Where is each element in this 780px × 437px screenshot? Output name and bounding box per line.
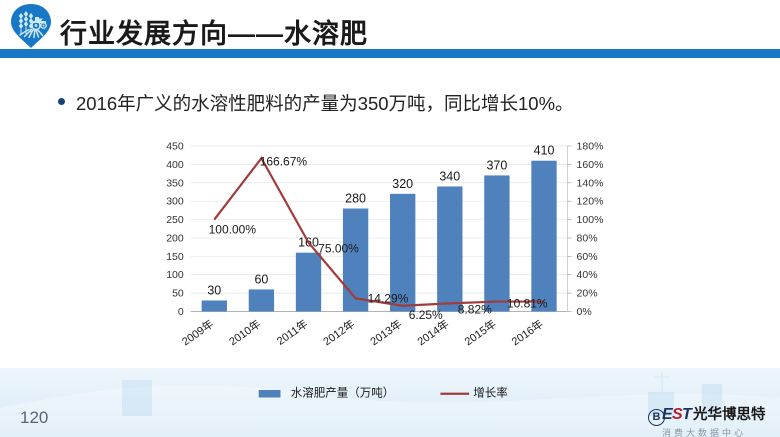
svg-text:2012年: 2012年 xyxy=(320,316,357,348)
svg-text:10.81%: 10.81% xyxy=(507,297,548,311)
svg-text:340: 340 xyxy=(439,169,460,183)
svg-text:2009年: 2009年 xyxy=(179,316,216,348)
svg-text:75.00%: 75.00% xyxy=(318,242,359,256)
svg-text:14.29%: 14.29% xyxy=(368,291,409,305)
svg-text:140%: 140% xyxy=(577,177,604,189)
svg-text:2016年: 2016年 xyxy=(509,316,546,348)
svg-text:80%: 80% xyxy=(577,232,598,244)
svg-text:410: 410 xyxy=(534,144,555,158)
svg-text:280: 280 xyxy=(345,192,366,206)
svg-text:2015年: 2015年 xyxy=(462,316,499,348)
svg-text:增长率: 增长率 xyxy=(473,386,508,400)
svg-text:200: 200 xyxy=(166,232,184,244)
svg-text:8.82%: 8.82% xyxy=(458,302,492,316)
svg-text:160%: 160% xyxy=(577,159,604,171)
svg-text:0: 0 xyxy=(178,306,184,318)
svg-text:60%: 60% xyxy=(577,251,598,263)
svg-text:180%: 180% xyxy=(577,141,604,153)
svg-text:30: 30 xyxy=(207,283,221,297)
svg-text:100: 100 xyxy=(166,269,184,281)
svg-text:350: 350 xyxy=(166,177,184,189)
svg-text:450: 450 xyxy=(166,141,184,153)
svg-text:100.00%: 100.00% xyxy=(209,223,257,237)
svg-text:400: 400 xyxy=(166,159,184,171)
svg-text:300: 300 xyxy=(166,196,184,208)
svg-text:6.25%: 6.25% xyxy=(409,308,443,322)
svg-text:50: 50 xyxy=(172,288,184,300)
svg-text:40%: 40% xyxy=(577,269,598,281)
svg-text:370: 370 xyxy=(486,158,507,172)
svg-text:320: 320 xyxy=(392,177,413,191)
svg-text:100%: 100% xyxy=(577,214,604,226)
svg-text:250: 250 xyxy=(166,214,184,226)
svg-text:166.67%: 166.67% xyxy=(260,154,308,168)
svg-text:20%: 20% xyxy=(577,288,598,300)
svg-text:2010年: 2010年 xyxy=(226,316,263,348)
svg-text:0%: 0% xyxy=(577,306,592,318)
svg-text:2013年: 2013年 xyxy=(367,316,404,348)
svg-text:水溶肥产量（万吨）: 水溶肥产量（万吨） xyxy=(291,386,395,400)
svg-text:120%: 120% xyxy=(577,196,604,208)
svg-text:150: 150 xyxy=(166,251,184,263)
svg-text:60: 60 xyxy=(254,272,268,286)
svg-text:2011年: 2011年 xyxy=(274,316,310,347)
